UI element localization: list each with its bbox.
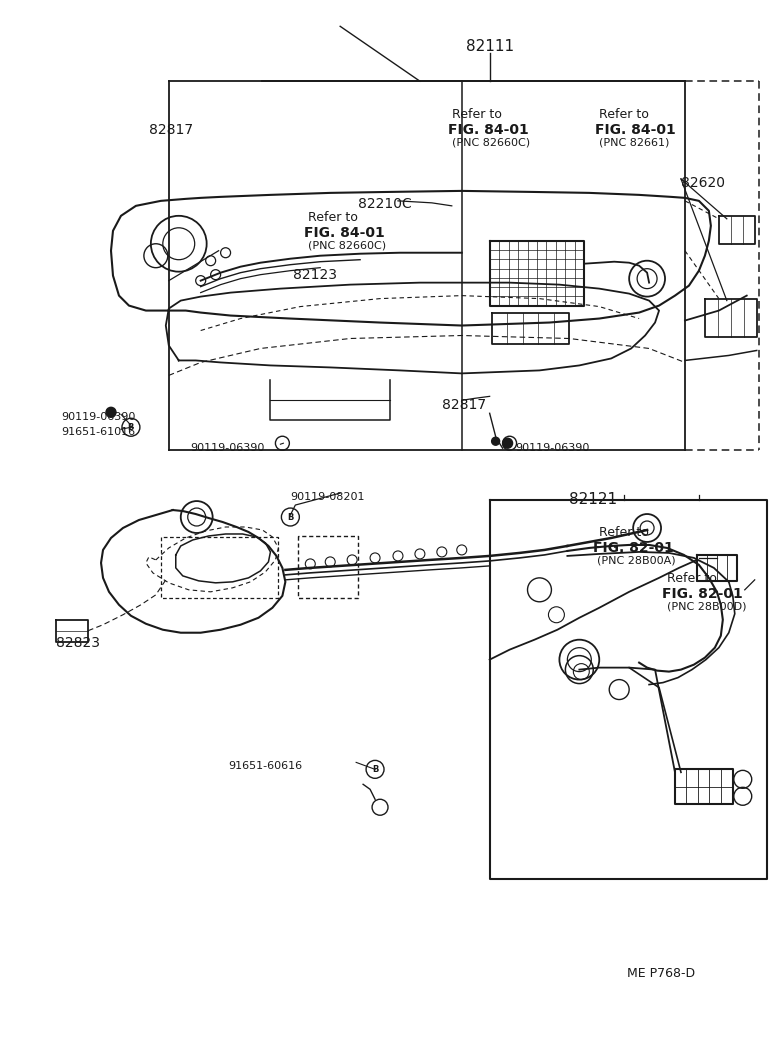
Text: 82121: 82121	[569, 492, 618, 507]
Text: 91651-60616: 91651-60616	[229, 761, 303, 772]
Text: 90119-06390: 90119-06390	[61, 413, 136, 422]
Text: B: B	[372, 764, 378, 774]
Text: 82817: 82817	[149, 123, 193, 138]
Text: FIG. 82-01: FIG. 82-01	[593, 541, 674, 555]
Text: 82123: 82123	[293, 268, 337, 281]
Circle shape	[492, 437, 499, 445]
Text: (PNC 82660C): (PNC 82660C)	[452, 138, 530, 147]
Text: (PNC 28B00A): (PNC 28B00A)	[597, 555, 676, 566]
Text: Refer to: Refer to	[452, 108, 502, 121]
Circle shape	[106, 407, 116, 417]
Text: Refer to: Refer to	[667, 572, 717, 585]
Text: 90119-06390: 90119-06390	[516, 443, 590, 454]
Text: (PNC 28B00D): (PNC 28B00D)	[667, 602, 746, 612]
Text: 82210C: 82210C	[358, 196, 412, 211]
Text: FIG. 84-01: FIG. 84-01	[595, 123, 676, 138]
Text: Refer to: Refer to	[599, 108, 649, 121]
Text: 82620: 82620	[681, 176, 725, 190]
Text: FIG. 82-01: FIG. 82-01	[662, 587, 742, 601]
Text: 90119-08201: 90119-08201	[290, 492, 365, 502]
Text: ME P768-D: ME P768-D	[627, 967, 695, 980]
Text: B: B	[287, 512, 293, 522]
Text: 82823: 82823	[56, 635, 100, 650]
Circle shape	[503, 438, 513, 448]
Text: Refer to: Refer to	[599, 526, 649, 539]
Text: 90119-06390: 90119-06390	[191, 443, 265, 454]
Text: (PNC 82660C): (PNC 82660C)	[308, 240, 387, 251]
Text: 82111: 82111	[466, 39, 514, 55]
Text: FIG. 84-01: FIG. 84-01	[448, 123, 528, 138]
Text: B: B	[128, 423, 134, 432]
Text: 82817: 82817	[442, 398, 486, 413]
Text: (PNC 82661): (PNC 82661)	[599, 138, 670, 147]
Text: FIG. 84-01: FIG. 84-01	[304, 226, 385, 239]
Text: Refer to: Refer to	[308, 211, 358, 224]
Text: 91651-61016: 91651-61016	[61, 427, 136, 437]
